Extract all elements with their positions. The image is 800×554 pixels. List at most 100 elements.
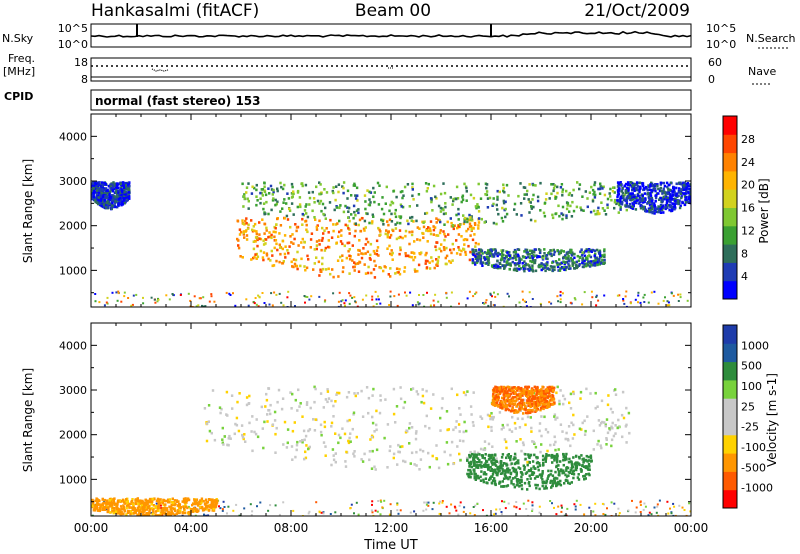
echo-cell <box>339 255 342 259</box>
echo-cell <box>550 486 553 489</box>
echo-cell <box>327 239 330 242</box>
echo-cell <box>682 188 686 192</box>
echo-cell <box>493 479 497 483</box>
echo-cell <box>539 395 543 399</box>
echo-cell <box>312 197 316 200</box>
echo-cell <box>649 185 652 188</box>
echo-cell <box>159 498 162 501</box>
echo-cell <box>397 450 400 454</box>
echo-cell <box>358 261 362 264</box>
echo-cell <box>117 202 120 205</box>
echo-cell <box>457 212 460 216</box>
echo-cell <box>341 254 344 257</box>
echo-cell <box>519 470 523 474</box>
echo-cell <box>468 213 471 217</box>
echo-cell <box>298 203 302 206</box>
echo-speckle <box>303 295 306 297</box>
echo-cell <box>598 252 601 255</box>
echo-cell <box>310 232 314 235</box>
echo-cell <box>124 184 128 187</box>
echo-cell <box>594 258 597 262</box>
echo-cell <box>501 206 504 210</box>
echo-cell <box>485 183 489 186</box>
echo-cell <box>315 185 318 189</box>
echo-cell <box>105 201 109 204</box>
echo-cell <box>563 268 566 271</box>
echo-cell <box>499 262 502 265</box>
echo-cell <box>200 500 203 503</box>
echo-cell <box>293 421 296 424</box>
echo-cell <box>259 191 262 195</box>
echo-cell <box>555 391 558 395</box>
echo-cell <box>511 260 514 264</box>
echo-cell <box>504 400 507 403</box>
echo-cell <box>536 385 539 389</box>
echo-cell <box>123 201 126 205</box>
echo-cell <box>415 430 418 433</box>
echo-cell <box>467 218 471 222</box>
echo-cell <box>659 207 662 211</box>
echo-cell <box>495 222 498 226</box>
echo-cell <box>504 207 507 211</box>
echo-cell <box>225 390 229 394</box>
echo-speckle <box>493 513 496 516</box>
echo-cell <box>106 192 109 195</box>
echo-cell <box>309 246 312 249</box>
echo-cell <box>394 223 397 226</box>
echo-speckle <box>673 505 676 508</box>
echo-cell <box>553 401 556 404</box>
echo-cell <box>509 263 512 267</box>
echo-speckle <box>210 293 213 296</box>
echo-cell <box>131 508 134 512</box>
echo-cell <box>481 261 485 264</box>
echo-cell <box>236 237 239 241</box>
echo-cell <box>255 188 258 192</box>
echo-cell <box>528 266 531 269</box>
echo-cell <box>393 212 397 215</box>
echo-cell <box>672 206 676 209</box>
echo-cell <box>570 481 573 484</box>
echo-cell <box>242 205 245 208</box>
echo-cell <box>517 466 520 469</box>
echo-cell <box>620 190 623 193</box>
echo-cell <box>425 414 428 418</box>
echo-cell <box>625 189 628 192</box>
echo-speckle <box>595 304 598 307</box>
echo-cell <box>560 469 563 473</box>
echo-cell <box>506 400 509 403</box>
echo-cell <box>344 223 347 227</box>
echo-cell <box>369 201 372 204</box>
echo-cell <box>440 249 443 253</box>
echo-cell <box>195 498 199 501</box>
echo-speckle <box>389 503 392 506</box>
echo-cell <box>622 416 626 420</box>
echo-cell <box>171 512 174 515</box>
noise-right-tick-top: 10^5 <box>706 22 736 35</box>
echo-cell <box>291 185 294 189</box>
echo-cell <box>548 385 551 389</box>
echo-cell <box>421 394 425 398</box>
echo-cell <box>598 250 602 254</box>
echo-speckle <box>639 301 642 304</box>
echo-cell <box>545 486 548 490</box>
echo-cell <box>486 255 489 259</box>
echo-cell <box>511 466 514 470</box>
echo-cell <box>516 393 519 396</box>
echo-cell <box>445 410 449 413</box>
echo-cell <box>356 194 359 197</box>
echo-speckle <box>318 295 321 298</box>
echo-cell <box>678 190 682 194</box>
echo-cell <box>480 461 483 464</box>
echo-cell <box>387 230 390 233</box>
echo-cell <box>417 193 421 196</box>
echo-cell <box>378 228 381 232</box>
echo-cell <box>499 266 502 269</box>
echo-cell <box>343 432 347 436</box>
echo-cell <box>531 440 534 443</box>
echo-cell <box>427 182 430 186</box>
echo-cell <box>435 221 438 224</box>
echo-speckle <box>458 302 460 305</box>
echo-speckle <box>668 304 671 307</box>
echo-speckle <box>538 511 541 514</box>
echo-cell <box>559 483 563 487</box>
